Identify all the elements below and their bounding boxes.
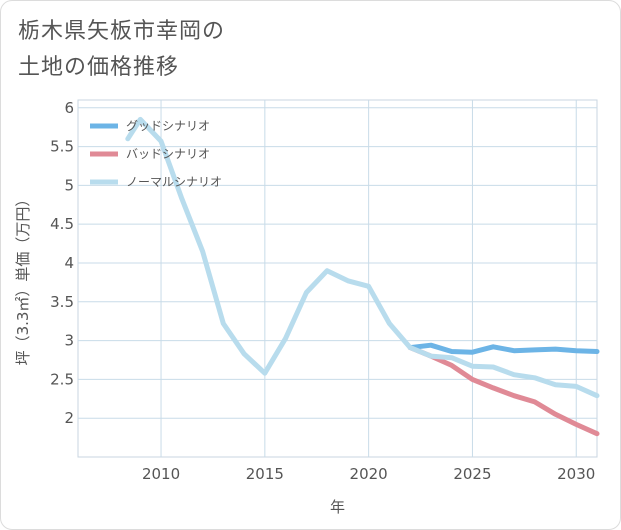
x-tick-label: 2020	[350, 465, 388, 483]
series-line-3	[125, 116, 600, 399]
y-tick-label: 2	[64, 409, 74, 427]
series-lines	[125, 116, 600, 437]
chart-title-line-1: 栃木県矢板市幸岡の	[18, 19, 226, 44]
y-tick-label: 3.5	[50, 293, 74, 311]
y-tick-label: 5	[64, 176, 74, 194]
legend-label: グッドシナリオ	[126, 119, 210, 133]
y-tick-label: 3	[64, 332, 74, 350]
chart-title: 栃木県矢板市幸岡の 土地の価格推移	[18, 14, 418, 86]
y-tick-label: 4.5	[50, 215, 74, 233]
chart-title-line-2: 土地の価格推移	[18, 55, 180, 80]
x-tick-label: 2030	[557, 465, 595, 483]
x-axis-ticks: 2010 2015 2020 2025 2030	[142, 465, 595, 483]
legend-label: ノーマルシナリオ	[126, 175, 222, 189]
y-tick-label: 4	[64, 254, 74, 272]
y-axis-ticks: 2 2.5 3 3.5 4 4.5 5 5.5 6	[50, 99, 74, 427]
x-tick-label: 2025	[453, 465, 491, 483]
grid-lines	[78, 100, 597, 457]
x-tick-label: 2010	[142, 465, 180, 483]
series-line-1	[407, 342, 600, 355]
y-tick-label: 6	[64, 99, 74, 117]
y-tick-label: 5.5	[50, 138, 74, 156]
x-tick-label: 2015	[246, 465, 284, 483]
y-tick-label: 2.5	[50, 370, 74, 388]
x-axis-label: 年	[330, 498, 345, 516]
legend-label: バッドシナリオ	[126, 147, 210, 161]
series-line-2	[407, 345, 600, 437]
y-axis-label: 坪（3.3㎡）単価（万円）	[14, 192, 32, 366]
